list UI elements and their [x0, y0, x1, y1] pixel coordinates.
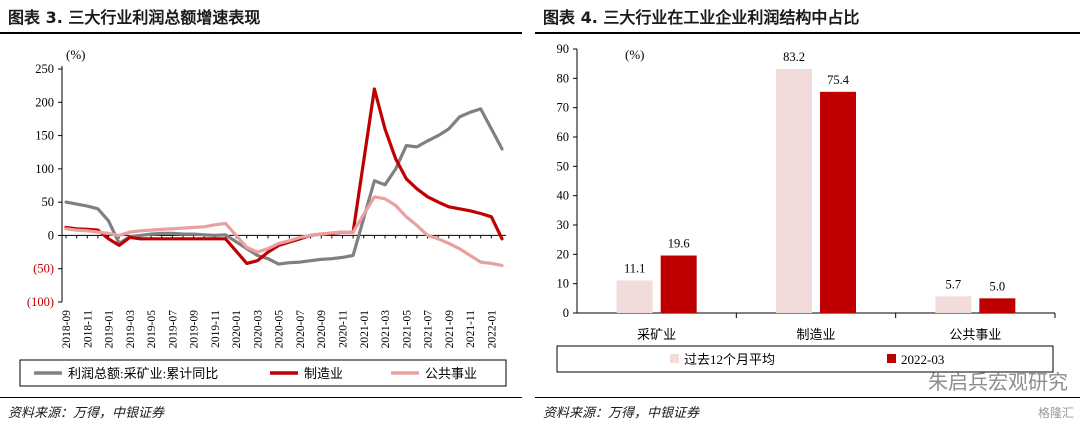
bar-chart-y-tick-label: 60 — [557, 130, 570, 144]
line-chart-x-tick-label: 2019-03 — [125, 310, 137, 349]
bar-legend-label: 2022-03 — [901, 352, 944, 367]
wechat-watermark: 朱启兵宏观研究 — [928, 370, 1068, 394]
line-chart-y-tick-label: 0 — [48, 228, 54, 242]
bar-chart-y-tick-label: 80 — [557, 71, 570, 85]
line-series-公共事业 — [64, 195, 504, 267]
line-chart-x-tick-label: 2022-01 — [486, 310, 498, 349]
line-chart-x-tick-label: 2020-07 — [295, 310, 307, 349]
gelonghui-logo: 格隆汇 — [1037, 406, 1074, 420]
line-chart-x-tick-label: 2021-01 — [359, 310, 371, 349]
line-chart: (%) 250 200 150 100 50 0 (50) (100) 2018-09 2018-1… — [19, 47, 507, 387]
bar-value-label: 5.7 — [946, 277, 962, 291]
bar-过去12个月平均-采矿业 — [616, 280, 653, 313]
line-chart-x-tick-label: 2018-09 — [61, 310, 73, 349]
left-title-rule — [0, 32, 522, 34]
line-chart-x-tick-label: 2020-11 — [337, 310, 349, 348]
left-panel: 图表 3. 三大行业利润总额增速表现 (%) 250 200 150 100 50 0 (50… — [0, 0, 522, 427]
bar-legend-label: 过去12个月平均 — [684, 352, 775, 367]
line-chart-x-tick-label: 2019-05 — [146, 310, 158, 349]
line-chart-ylabel: (%) — [66, 47, 86, 62]
bar-过去12个月平均-公共事业 — [935, 296, 972, 313]
bar-chart-legend — [556, 345, 1054, 373]
line-chart-y-tick-label: 50 — [42, 195, 55, 209]
bar-chart-y-tick-label: 90 — [557, 42, 570, 56]
bar-chart: (%) 0 10 20 30 40 50 60 70 80 90 采矿业 11.1 19.6 制造业 83.2… — [556, 42, 1056, 373]
right-source-note: 资料来源：万得，中银证券 — [543, 406, 700, 421]
line-chart-x-tick-label: 2021-03 — [380, 310, 392, 349]
bar-2022-03-采矿业 — [660, 255, 697, 313]
bar-chart-y-tick-label: 10 — [557, 277, 570, 291]
bar-category-label: 公共事业 — [949, 327, 1001, 342]
line-chart-legend — [19, 359, 507, 387]
bar-value-label: 19.6 — [668, 237, 690, 251]
right-panel: 图表 4. 三大行业在工业企业利润结构中占比 (%) 0 10 20 30 40 50 60 7… — [535, 0, 1080, 427]
right-title-rule — [535, 32, 1080, 34]
line-chart-x-tick-label: 2018-11 — [82, 310, 94, 348]
bar-value-label: 75.4 — [827, 73, 850, 87]
line-chart-x-tick-label: 2019-01 — [104, 310, 116, 349]
bar-value-label: 83.2 — [783, 50, 805, 64]
right-chart-title: 图表 4. 三大行业在工业企业利润结构中占比 — [543, 8, 860, 27]
line-chart-y-tick-label: 150 — [35, 129, 54, 143]
line-chart-x-tick-label: 2020-01 — [231, 310, 243, 349]
bar-value-label: 11.1 — [624, 261, 645, 275]
bar-value-label: 5.0 — [990, 279, 1006, 293]
bar-2022-03-公共事业 — [979, 298, 1016, 313]
line-chart-x-tick-label: 2020-03 — [252, 310, 264, 349]
bar-2022-03-制造业 — [820, 91, 856, 314]
line-chart-x-tick-label: 2021-07 — [423, 310, 435, 349]
line-chart-x-tick-label: 2020-09 — [316, 310, 328, 349]
line-chart-y-tick-label: (100) — [27, 295, 54, 309]
line-chart-y-tick-label: (50) — [33, 262, 54, 276]
bar-legend-swatch — [670, 354, 679, 363]
right-source-rule — [535, 397, 1080, 398]
line-chart-y-tick-label: 100 — [35, 162, 54, 176]
line-chart-x-tick-label: 2019-11 — [210, 310, 222, 348]
line-chart-x-tick-label: 2021-11 — [465, 310, 477, 348]
line-chart-x-tick-label: 2019-09 — [189, 310, 201, 349]
line-chart-x-tick-label: 2020-05 — [274, 310, 286, 349]
bar-category-label: 制造业 — [796, 327, 835, 342]
line-chart-x-tick-label: 2021-09 — [444, 310, 456, 349]
bar-category-label: 采矿业 — [637, 327, 676, 342]
line-chart-y-tick-label: 200 — [35, 95, 54, 109]
bar-chart-y-tick-label: 40 — [557, 189, 570, 203]
bar-chart-ylabel: (%) — [625, 47, 645, 62]
bar-legend-swatch — [887, 354, 896, 363]
line-series-利润总额:采矿业:累计同比 — [64, 107, 504, 266]
line-series-制造业 — [64, 87, 504, 265]
line-chart-y-tick-label: 250 — [35, 62, 54, 76]
line-legend-label: 制造业 — [304, 366, 343, 381]
line-legend-label: 利润总额:采矿业:累计同比 — [68, 366, 218, 381]
bar-chart-y-tick-label: 20 — [557, 247, 570, 261]
left-chart-title: 图表 3. 三大行业利润总额增速表现 — [8, 8, 261, 27]
line-chart-x-tick-label: 2021-05 — [401, 310, 413, 349]
bar-chart-y-tick-label: 30 — [557, 218, 570, 232]
bar-过去12个月平均-制造业 — [776, 68, 812, 313]
line-legend-label: 公共事业 — [425, 366, 477, 381]
left-source-rule — [0, 397, 522, 398]
left-source-note: 资料来源：万得，中银证券 — [8, 406, 165, 421]
bar-chart-y-tick-label: 70 — [557, 101, 570, 115]
line-chart-x-tick-label: 2019-07 — [167, 310, 179, 349]
bar-chart-y-tick-label: 50 — [557, 159, 570, 173]
bar-chart-y-tick-label: 0 — [563, 306, 569, 320]
